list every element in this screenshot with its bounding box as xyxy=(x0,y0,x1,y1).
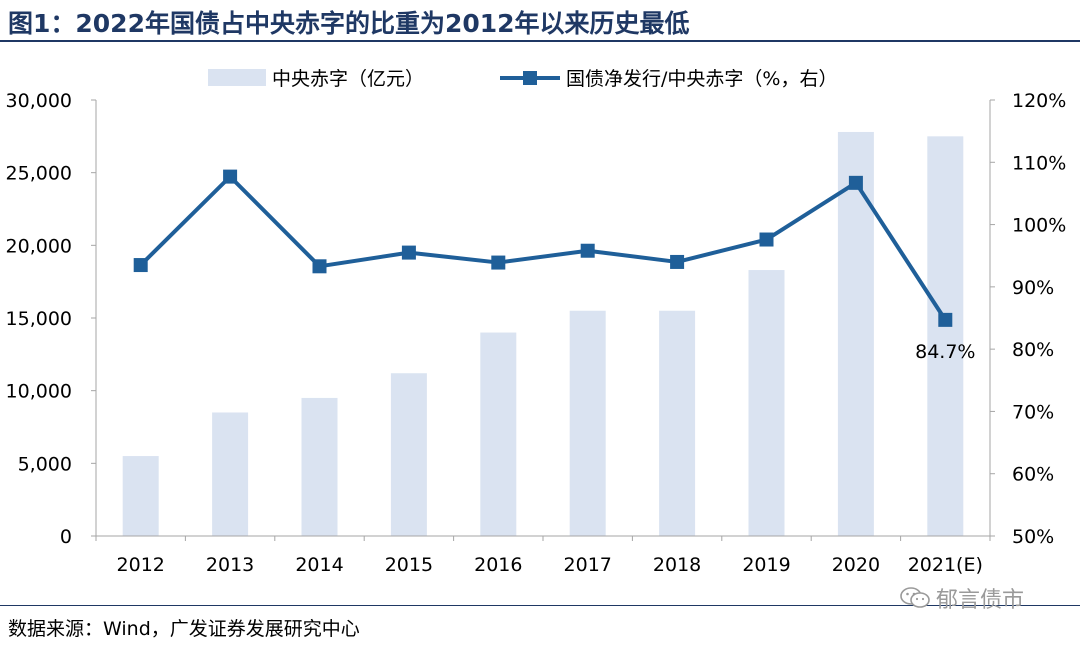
line-point xyxy=(133,258,148,273)
x-tick-label: 2017 xyxy=(564,554,612,576)
x-tick-label: 2021(E) xyxy=(908,554,983,576)
line-point xyxy=(491,255,506,270)
y-right-tick-label: 70% xyxy=(1012,401,1054,423)
y-left-tick-label: 25,000 xyxy=(6,163,72,185)
y-right-tick-label: 120% xyxy=(1012,90,1066,112)
wechat-icon xyxy=(900,587,930,608)
watermark: 郁言债市 xyxy=(900,582,1024,614)
bar xyxy=(569,310,606,536)
y-right-tick-label: 50% xyxy=(1012,526,1054,548)
y-right-tick-label: 60% xyxy=(1012,464,1054,486)
y-left-tick-label: 0 xyxy=(60,526,72,548)
watermark-text: 郁言债市 xyxy=(936,588,1025,613)
bar xyxy=(748,270,785,536)
y-left-tick-label: 30,000 xyxy=(6,90,72,112)
line-series xyxy=(139,174,947,321)
x-tick-label: 2015 xyxy=(385,554,433,576)
bar xyxy=(301,397,338,536)
line-point xyxy=(580,243,595,258)
chart-title: 图1：2022年国债占中央赤字的比重为2012年以来历史最低 xyxy=(8,9,690,38)
bar xyxy=(480,332,517,536)
y-left-tick-label: 10,000 xyxy=(6,381,72,403)
x-tick-label: 2013 xyxy=(206,554,254,576)
line-point xyxy=(670,254,685,269)
footer-divider xyxy=(0,605,1080,606)
chart: 0 5,000 10,000 15,000 20,000 25,000 30,000 50% 6… xyxy=(6,68,1067,576)
legend-swatch-marker xyxy=(523,71,537,85)
y-left-tick-label: 20,000 xyxy=(6,235,72,257)
line-point xyxy=(938,312,953,327)
x-tick-label: 2019 xyxy=(742,554,790,576)
x-tick-label: 2012 xyxy=(117,554,165,576)
data-label: 84.7% xyxy=(915,341,975,363)
x-tick-label: 2014 xyxy=(295,554,343,576)
line-point xyxy=(401,245,416,260)
title-bar: 图1：2022年国债占中央赤字的比重为2012年以来历史最低 xyxy=(0,0,1080,42)
x-tick-label: 2020 xyxy=(832,554,880,576)
y-right-tick-label: 100% xyxy=(1012,215,1066,237)
legend-label-bar: 中央赤字（亿元） xyxy=(272,68,424,90)
source-note: 数据来源：Wind，广发证券发展研究中心 xyxy=(8,618,360,640)
legend-swatch-bar xyxy=(208,69,266,86)
bar xyxy=(927,136,964,536)
legend-label-line: 国债净发行/中央赤字（%，右） xyxy=(566,68,837,90)
line-point xyxy=(312,259,327,274)
bar xyxy=(390,373,427,536)
y-left-tick-label: 15,000 xyxy=(6,308,72,330)
line-point xyxy=(848,175,863,190)
y-left-tick-label: 5,000 xyxy=(18,453,72,475)
y-right-tick-label: 110% xyxy=(1012,152,1066,174)
bar xyxy=(659,310,696,536)
bar xyxy=(122,456,159,536)
line-point xyxy=(759,232,774,247)
y-right-tick-label: 80% xyxy=(1012,339,1054,361)
x-tick-label: 2016 xyxy=(474,554,522,576)
bar xyxy=(212,412,249,536)
line-point xyxy=(223,169,238,184)
x-tick-label: 2018 xyxy=(653,554,701,576)
y-right-tick-label: 90% xyxy=(1012,277,1054,299)
